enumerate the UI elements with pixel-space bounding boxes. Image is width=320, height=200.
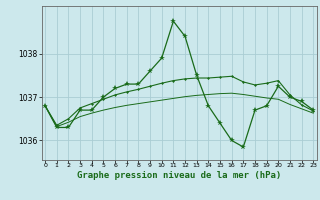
X-axis label: Graphe pression niveau de la mer (hPa): Graphe pression niveau de la mer (hPa) <box>77 171 281 180</box>
